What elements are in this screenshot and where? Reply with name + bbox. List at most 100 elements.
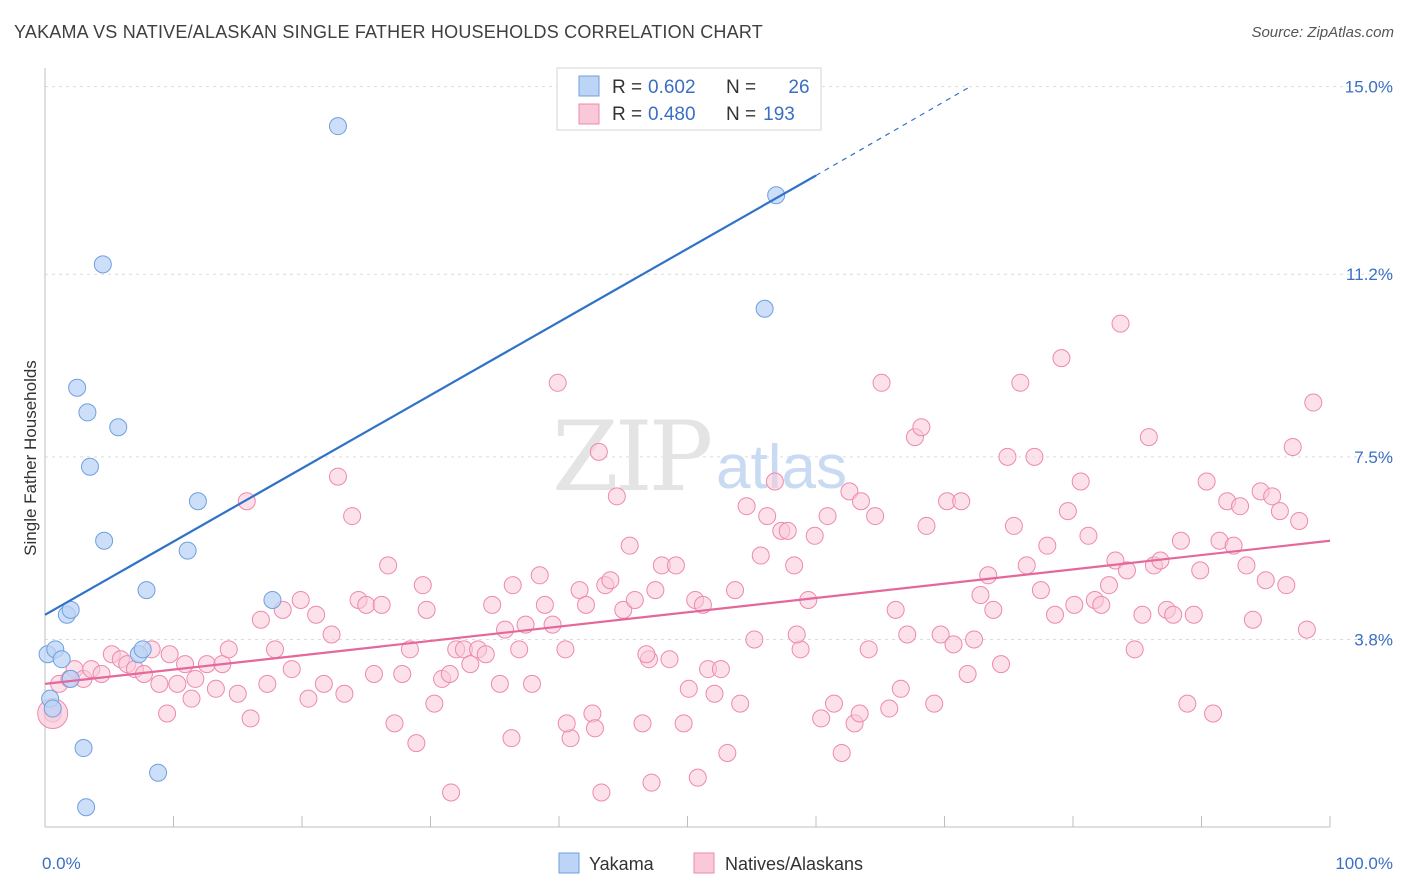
natives-point-152 <box>1099 576 1118 595</box>
natives-point-67 <box>535 595 554 614</box>
natives-point-66 <box>530 566 549 585</box>
natives-point-166 <box>1191 561 1210 580</box>
natives-point-182 <box>1297 620 1316 639</box>
natives-point-21 <box>206 679 225 698</box>
legend-n-value-1: 26 <box>788 77 809 98</box>
natives-point-168 <box>1204 704 1223 723</box>
natives-point-165 <box>1184 605 1203 624</box>
natives-point-177 <box>1263 487 1282 506</box>
natives-points <box>37 314 1323 802</box>
natives-point-136 <box>992 655 1011 674</box>
natives-point-148 <box>1071 472 1090 491</box>
natives-trend-line <box>44 539 1331 685</box>
yakama-point-17 <box>178 541 197 560</box>
natives-point-38 <box>335 684 354 703</box>
natives-point-176 <box>1256 571 1275 590</box>
natives-point-94 <box>711 660 730 679</box>
natives-point-73 <box>576 595 595 614</box>
y-tick-label-3: 15.0% <box>1345 78 1393 97</box>
natives-point-155 <box>1117 561 1136 580</box>
yakama-point-16 <box>137 581 156 600</box>
natives-point-70 <box>556 640 575 659</box>
natives-point-112 <box>832 743 851 762</box>
natives-point-116 <box>859 640 878 659</box>
natives-point-147 <box>1065 595 1084 614</box>
natives-point-81 <box>625 590 644 609</box>
natives-point-187 <box>585 719 604 738</box>
yakama-point-10 <box>80 457 99 476</box>
natives-point-29 <box>266 640 285 659</box>
natives-point-106 <box>791 640 810 659</box>
natives-point-97 <box>731 694 750 713</box>
natives-point-120 <box>886 600 905 619</box>
natives-point-87 <box>666 556 685 575</box>
correlation-legend: R = 0.602 N = 26 R = 0.480 N = 193 <box>556 67 822 131</box>
natives-point-127 <box>931 625 950 644</box>
natives-point-119 <box>880 699 899 718</box>
natives-point-129 <box>944 635 963 654</box>
natives-point-86 <box>660 650 679 669</box>
natives-point-88 <box>674 714 693 733</box>
yakama-point-8 <box>68 378 87 397</box>
natives-point-17 <box>176 655 195 674</box>
yakama-point-19 <box>263 590 282 609</box>
natives-point-60 <box>490 674 509 693</box>
natives-point-31 <box>282 660 301 679</box>
natives-point-24 <box>228 684 247 703</box>
natives-point-143 <box>1038 536 1057 555</box>
natives-point-82 <box>633 714 652 733</box>
natives-point-96 <box>726 581 745 600</box>
yakama-point-4 <box>43 699 62 718</box>
yakama-point-13 <box>109 418 128 437</box>
legend-r-value-1: 0.602 <box>648 77 696 98</box>
natives-point-16 <box>168 674 187 693</box>
natives-point-137 <box>998 447 1017 466</box>
natives-point-115 <box>851 492 870 511</box>
natives-point-145 <box>1052 349 1071 368</box>
natives-point-37 <box>328 467 347 486</box>
natives-point-157 <box>1133 605 1152 624</box>
natives-point-47 <box>400 640 419 659</box>
yakama-point-9 <box>78 403 97 422</box>
bottom-legend-yakama: Yakama <box>589 854 655 874</box>
natives-point-117 <box>866 507 885 526</box>
legend-r-label-1: R = <box>612 77 642 98</box>
natives-point-109 <box>812 709 831 728</box>
natives-point-61 <box>496 620 515 639</box>
natives-point-42 <box>364 665 383 683</box>
natives-point-27 <box>251 610 270 629</box>
natives-point-179 <box>1277 576 1296 595</box>
natives-point-58 <box>476 645 495 664</box>
chart-title: YAKAMA VS NATIVE/ALASKAN SINGLE FATHER H… <box>14 22 763 42</box>
natives-point-154 <box>1111 314 1130 333</box>
legend-box <box>556 67 822 131</box>
yakama-point-22 <box>149 763 168 782</box>
natives-point-183 <box>1304 393 1323 412</box>
natives-point-135 <box>984 600 1003 619</box>
natives-point-6 <box>92 665 111 683</box>
natives-point-68 <box>543 615 562 634</box>
natives-point-100 <box>751 546 770 565</box>
legend-r-label-2: R = <box>612 104 642 125</box>
natives-point-174 <box>1243 610 1262 629</box>
yakama-point-24 <box>755 299 774 318</box>
natives-point-172 <box>1231 497 1250 516</box>
natives-point-138 <box>1004 516 1023 535</box>
natives-point-125 <box>917 516 936 535</box>
natives-point-41 <box>357 595 376 614</box>
natives-point-140 <box>1017 556 1036 575</box>
natives-point-184 <box>642 773 661 792</box>
natives-point-78 <box>607 487 626 506</box>
natives-point-99 <box>745 630 764 649</box>
natives-point-77 <box>601 571 620 590</box>
natives-point-141 <box>1025 447 1044 466</box>
natives-point-59 <box>483 595 502 614</box>
natives-point-191 <box>637 645 656 664</box>
natives-point-110 <box>818 507 837 526</box>
yakama-point-5 <box>61 669 80 688</box>
natives-point-65 <box>523 674 542 693</box>
natives-point-51 <box>425 694 444 713</box>
natives-point-43 <box>372 595 391 614</box>
y-tick-label-0: 3.8% <box>1354 630 1393 649</box>
